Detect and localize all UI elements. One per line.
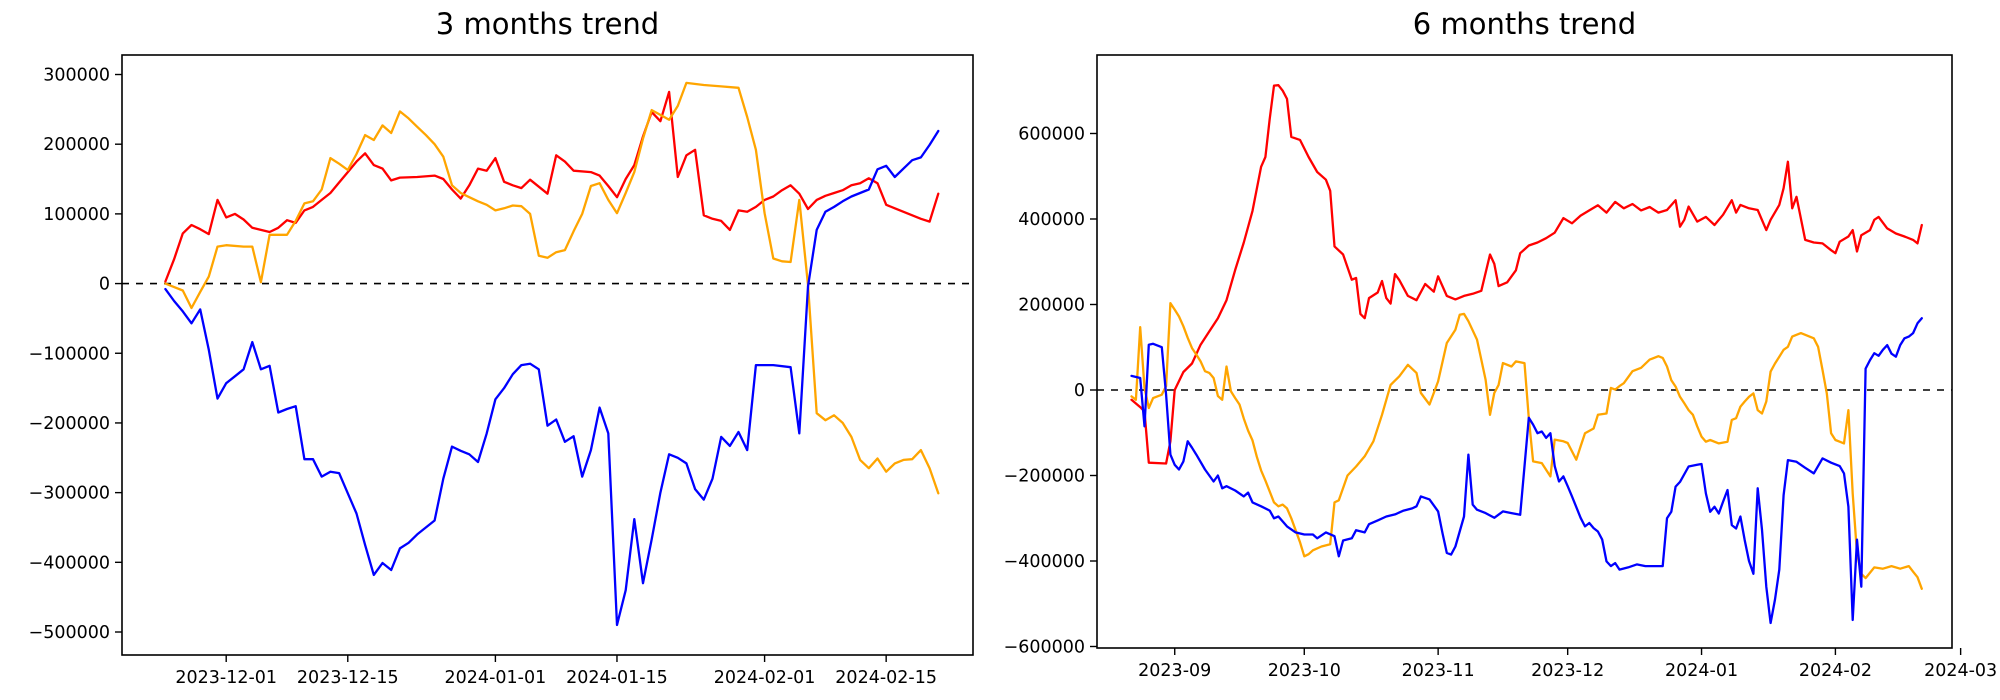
left-chart-y-tick-label: 300000: [43, 66, 110, 86]
left-chart-x-tick-label: 2023-12-15: [297, 668, 399, 688]
right-chart-red-line: [1130, 84, 1923, 465]
right-chart-title: 6 months trend: [1413, 7, 1636, 41]
left-chart-x-tick-label: 2024-02-01: [714, 668, 816, 688]
left-chart-y-tick-label: −300000: [29, 484, 110, 504]
left-chart-y-tick-label: 100000: [43, 205, 110, 225]
right-chart-x-tick-label: 2024-03: [1924, 661, 1997, 681]
left-chart-red-line: [164, 90, 940, 283]
left-chart-plot-border: [121, 54, 974, 656]
right-chart-y-tick-label: −400000: [1004, 552, 1085, 572]
right-chart-x-tick-label: 2024-02: [1799, 661, 1872, 681]
left-chart-x-tick-label: 2024-02-15: [835, 668, 937, 688]
left-chart-y-tick-label: −100000: [29, 344, 110, 364]
right-chart-orange-line: [1130, 302, 1923, 590]
left-chart-y-tick-label: −400000: [29, 553, 110, 573]
left-chart-x-tick-label: 2024-01-15: [566, 668, 668, 688]
right-chart-y-tick-label: 600000: [1018, 124, 1085, 144]
left-chart-blue-line: [164, 129, 940, 627]
left-chart-x-tick-label: 2024-01-01: [445, 668, 547, 688]
right-chart-y-tick-label: 400000: [1018, 210, 1085, 230]
right-chart-y-tick-label: 0: [1074, 381, 1085, 401]
right-chart-x-tick-label: 2023-11: [1402, 661, 1475, 681]
left-chart-title: 3 months trend: [436, 7, 659, 41]
right-chart-y-tick-label: 200000: [1018, 295, 1085, 315]
right-chart-x-tick-label: 2023-10: [1268, 661, 1341, 681]
left-chart-orange-line: [164, 81, 940, 495]
left-chart-y-tick-label: 0: [99, 275, 110, 295]
left-chart-y-tick-label: −500000: [29, 623, 110, 643]
right-chart-x-tick-label: 2023-09: [1138, 661, 1211, 681]
left-chart-y-tick-label: 200000: [43, 135, 110, 155]
right-chart-plot-border: [1096, 54, 1953, 649]
right-chart-y-tick-label: −600000: [1004, 638, 1085, 658]
right-chart-blue-line: [1130, 317, 1923, 625]
left-chart-y-tick-label: −200000: [29, 414, 110, 434]
right-chart-x-tick-label: 2024-01: [1665, 661, 1738, 681]
right-chart-y-tick-label: −200000: [1004, 466, 1085, 486]
right-chart-x-tick-label: 2023-12: [1531, 661, 1604, 681]
left-chart-x-tick-label: 2023-12-01: [175, 668, 277, 688]
